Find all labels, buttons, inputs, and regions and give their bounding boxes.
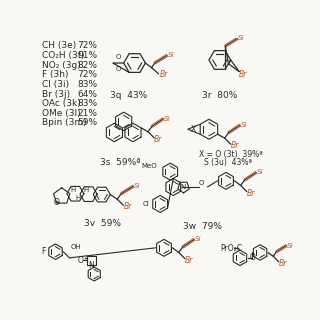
Text: NO₂ (3g): NO₂ (3g) xyxy=(42,61,80,70)
Text: Si: Si xyxy=(257,169,263,175)
Text: O: O xyxy=(198,180,204,187)
Text: Si: Si xyxy=(241,122,247,128)
Text: Br: Br xyxy=(159,70,168,79)
Text: 83%: 83% xyxy=(77,80,97,89)
Text: Cl: Cl xyxy=(142,202,149,207)
Text: Si: Si xyxy=(287,243,294,249)
Text: MeO: MeO xyxy=(142,163,157,169)
Text: 3w  79%: 3w 79% xyxy=(183,222,222,231)
Text: X = O (3t)  39%ª: X = O (3t) 39%ª xyxy=(199,150,263,159)
Text: N: N xyxy=(88,261,94,270)
Text: Si: Si xyxy=(195,236,202,242)
Text: O: O xyxy=(54,198,60,207)
Text: 3r  80%: 3r 80% xyxy=(202,91,237,100)
Text: S (3u)  43%ª: S (3u) 43%ª xyxy=(204,158,252,167)
Text: 3q  43%: 3q 43% xyxy=(110,91,148,100)
Text: F: F xyxy=(41,247,45,256)
Text: 59%: 59% xyxy=(77,118,97,127)
Text: 72%: 72% xyxy=(77,42,97,51)
Text: OAc (3k): OAc (3k) xyxy=(42,99,80,108)
Text: Br: Br xyxy=(279,259,287,268)
Text: 21%: 21% xyxy=(77,109,97,118)
Text: Br (3j): Br (3j) xyxy=(42,90,70,99)
Text: Si: Si xyxy=(238,36,245,41)
Text: O: O xyxy=(116,54,121,60)
Text: Si: Si xyxy=(168,52,174,58)
Text: H: H xyxy=(75,195,80,201)
Text: 91%: 91% xyxy=(77,51,97,60)
Text: CH (3e): CH (3e) xyxy=(42,42,76,51)
Text: H: H xyxy=(84,187,89,193)
Text: Br: Br xyxy=(154,135,163,144)
Text: Si: Si xyxy=(134,183,141,189)
Text: O: O xyxy=(250,253,256,262)
Text: Br: Br xyxy=(231,141,239,150)
Text: Br: Br xyxy=(247,189,255,198)
Text: O: O xyxy=(116,66,121,72)
Text: O: O xyxy=(77,256,84,265)
Text: 3s  59%ª: 3s 59%ª xyxy=(100,158,140,167)
Text: Si: Si xyxy=(164,116,171,122)
Text: 83%: 83% xyxy=(77,99,97,108)
Text: OMe (3l): OMe (3l) xyxy=(42,109,80,118)
Text: N: N xyxy=(180,184,185,190)
Text: Br: Br xyxy=(185,256,193,265)
Text: 64%: 64% xyxy=(77,90,97,99)
Text: 72%: 72% xyxy=(77,70,97,79)
Text: Cl (3i): Cl (3i) xyxy=(42,80,69,89)
Text: F (3h): F (3h) xyxy=(42,70,68,79)
Text: OH: OH xyxy=(71,244,82,250)
Text: Br: Br xyxy=(124,202,132,212)
Text: 82%: 82% xyxy=(77,61,97,70)
Text: 3v  59%: 3v 59% xyxy=(84,219,121,228)
Text: Bpin (3m): Bpin (3m) xyxy=(42,118,86,127)
Text: Br: Br xyxy=(239,70,248,79)
Text: H: H xyxy=(70,187,76,193)
Text: PrO₂C: PrO₂C xyxy=(220,244,243,253)
Text: CO₂H (3f): CO₂H (3f) xyxy=(42,51,84,60)
Text: X: X xyxy=(191,125,196,134)
